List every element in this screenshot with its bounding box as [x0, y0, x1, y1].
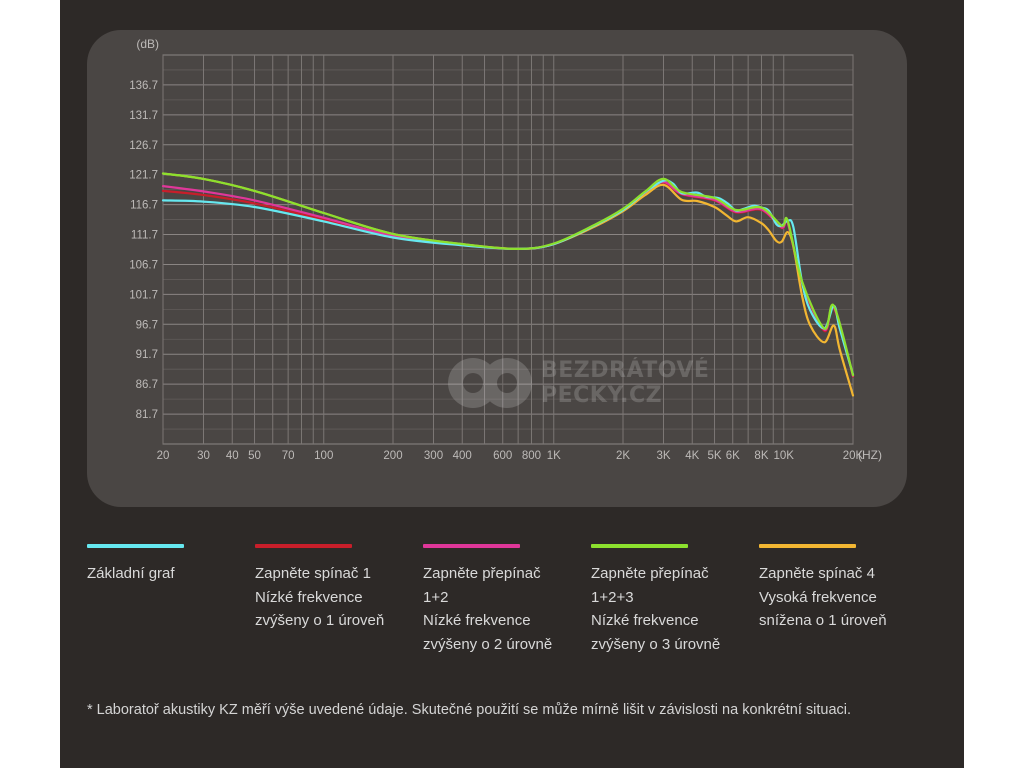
legend-swatch [759, 544, 856, 548]
legend-label: Zapněte spínač 4 Vysoká frekvence snížena … [759, 562, 919, 633]
legend-label-line: Nízké frekvence [591, 612, 699, 629]
legend-item: Zapněte přepínač 1+2+3 Nízké frekvence zvýš… [591, 544, 751, 656]
legend-swatch [255, 544, 352, 548]
watermark-bp-icon [448, 358, 532, 408]
legend-label: Zapněte přepínač 1+2 Nízké frekvence zvýšen… [423, 562, 583, 656]
x-tick-label: 1K [547, 450, 561, 462]
legend-label-line: zvýšeny o 2 úrovně [423, 635, 553, 653]
frequency-response-chart: 81.7 86.7 91.7 96.7 101.7 106.7 111.7 116.7 121.… [129, 37, 882, 462]
chart-panel [87, 30, 907, 507]
y-tick-label: 131.7 [129, 110, 158, 122]
watermark-line-1: BEZDRÁTOVÉ [541, 358, 710, 383]
y-tick-label: 101.7 [129, 289, 158, 301]
x-tick-label: 40 [226, 450, 239, 462]
legend-label-line: Zapněte spínač 4 [759, 565, 875, 582]
x-tick-label: 200 [383, 450, 402, 462]
legend-item: Zapněte spínač 1 Nízké frekvence zvýšeny o… [255, 544, 415, 633]
y-tick-label: 116.7 [130, 200, 158, 212]
x-tick-label: 30 [197, 450, 210, 462]
y-tick-label: 111.7 [131, 230, 158, 242]
legend-label: Zapněte přepínač 1+2+3 Nízké frekvence zvýš… [591, 562, 751, 656]
legend-label: Základní graf [87, 562, 247, 586]
legend-label-line: Základní graf [87, 565, 175, 582]
y-tick-label: 126.7 [129, 140, 158, 152]
legend-swatch [591, 544, 688, 548]
legend-label-line: Zapněte přepínač [423, 565, 541, 582]
x-axis-label: (HZ) [858, 448, 882, 462]
legend-swatch [423, 544, 520, 548]
x-tick-label: 70 [282, 450, 295, 462]
legend-label-line: 1+2+3 [591, 588, 634, 606]
x-tick-label: 8K [754, 450, 768, 462]
y-tick-label: 81.7 [136, 409, 158, 421]
legend-label-line: 1+2 [423, 588, 449, 606]
x-tick-label: 600 [493, 450, 512, 462]
legend-swatch [87, 544, 184, 548]
x-tick-label: 100 [314, 450, 333, 462]
x-tick-label: 6K [726, 450, 740, 462]
x-tick-label: 2K [616, 450, 630, 462]
legend-label-line: Vysoká frekvence [759, 588, 877, 606]
series-line-switch123 [161, 172, 855, 377]
series-line-base [161, 179, 855, 376]
x-tick-label: 20K [843, 450, 864, 462]
watermark-logo: BEZDRÁTOVÉ PECKY.CZ [445, 355, 709, 415]
legend-label: Zapněte spínač 1 Nízké frekvence zvýšeny o… [255, 562, 415, 633]
series-line-switch12 [161, 180, 855, 377]
legend-item: Zapněte spínač 4 Vysoká frekvence snížena … [759, 544, 919, 633]
x-tick-label: 300 [424, 450, 443, 462]
y-tick-label: 121.7 [129, 170, 158, 182]
chart-page: 81.7 86.7 91.7 96.7 101.7 106.7 111.7 116.7 121.… [60, 0, 964, 768]
x-tick-label: 50 [248, 450, 261, 462]
legend-item: Základní graf [87, 544, 247, 586]
x-tick-label: 400 [453, 450, 472, 462]
x-tick-label: 10K [774, 450, 795, 462]
y-tick-label: 136.7 [129, 80, 158, 92]
chart-legend: Základní graf Zapněte spínač 1 Nízké frekv… [60, 544, 964, 674]
legend-label-line: zvýšeny o 1 úroveň [255, 612, 385, 629]
legend-label-line: snížena o 1 úroveň [759, 612, 887, 629]
x-tick-label: 20 [157, 450, 170, 462]
x-tick-label: 800 [522, 450, 541, 462]
legend-label-line: zvýšeny o 3 úrovně [591, 635, 721, 653]
y-tick-label: 106.7 [129, 259, 158, 271]
legend-label-line: Zapněte přepínač [591, 565, 709, 582]
legend-item: Zapněte přepínač 1+2 Nízké frekvence zvýšen… [423, 544, 583, 656]
footnote: * Laboratoř akustiky KZ měří výše uveden… [87, 702, 852, 718]
x-tick-label: 5K [707, 450, 721, 462]
y-tick-label: 91.7 [136, 349, 158, 361]
x-tick-label: 4K [685, 450, 699, 462]
y-tick-label: 86.7 [136, 379, 158, 391]
legend-label-line: Zapněte spínač 1 [255, 565, 371, 582]
watermark-line-2: PECKY.CZ [541, 383, 663, 408]
y-axis-label: (dB) [136, 37, 159, 51]
legend-label-line: Nízké frekvence [423, 612, 531, 629]
x-tick-label: 3K [656, 450, 670, 462]
y-tick-label: 96.7 [136, 319, 158, 331]
legend-label-line: Nízké frekvence [255, 588, 363, 606]
